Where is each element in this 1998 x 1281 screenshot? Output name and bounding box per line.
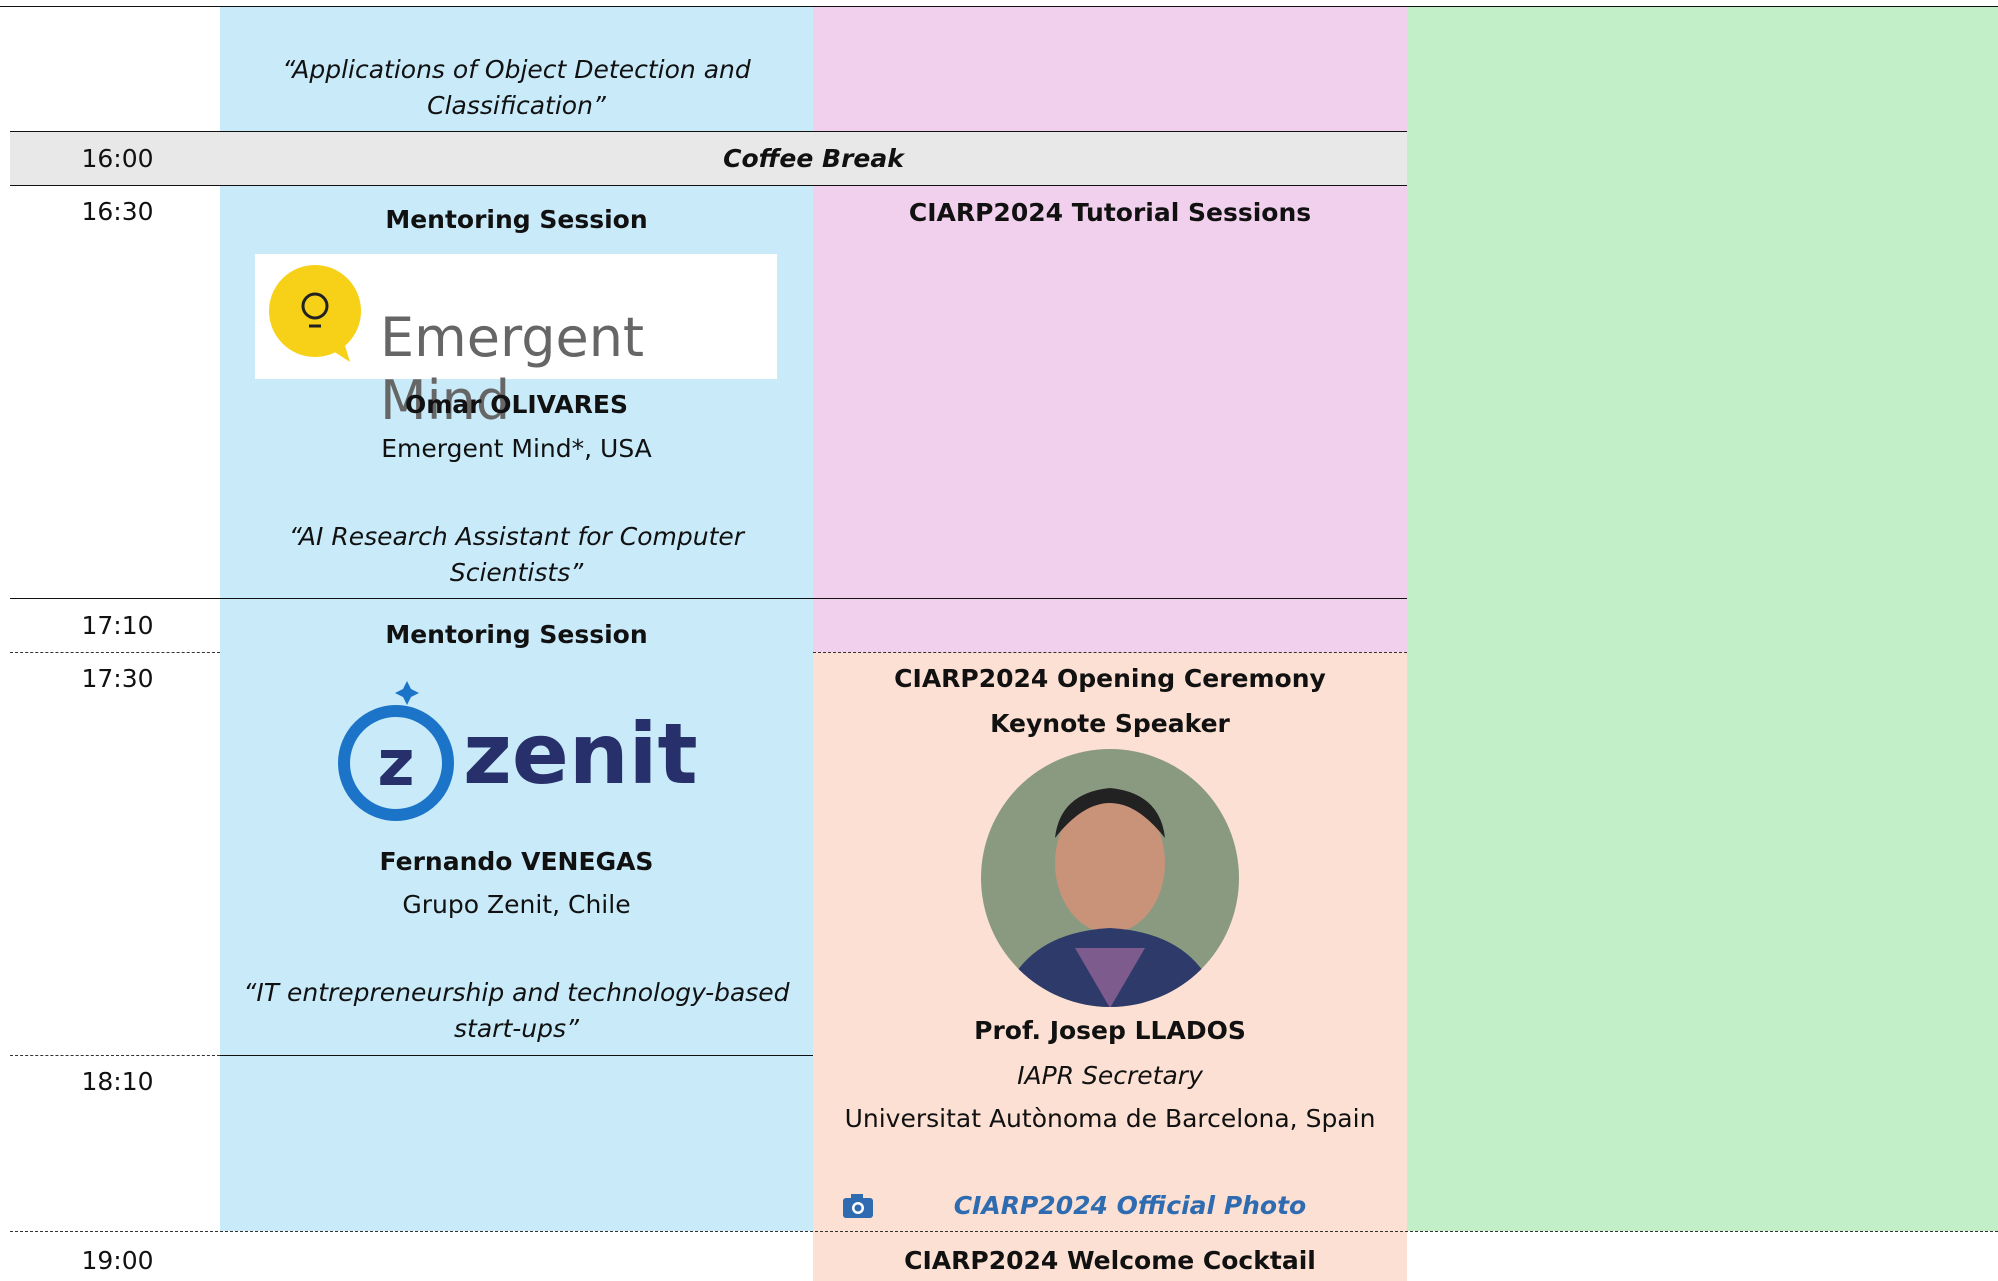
- rule: [0, 6, 1998, 7]
- speaker: Fernando VENEGAS: [379, 847, 654, 876]
- track-c-bg: [1407, 6, 1998, 1231]
- rule: [220, 1055, 813, 1056]
- speaker-photo: [981, 749, 1239, 1007]
- logo: Emergent Mind: [255, 254, 777, 432]
- logo-icon: z: [338, 681, 454, 821]
- role: IAPR Secretary: [1017, 1061, 1203, 1090]
- rule: [10, 598, 1407, 599]
- talk-title: “IT entrepreneurship and technology-base…: [243, 978, 790, 1043]
- session-heading: Mentoring Session: [385, 205, 648, 234]
- logo: z zenit: [338, 673, 698, 826]
- logo-icon: [269, 265, 361, 362]
- rule: [10, 185, 1407, 186]
- logo-text: Emergent Mind: [380, 306, 645, 432]
- time: 17:10: [81, 611, 154, 640]
- rule: [10, 1231, 1998, 1232]
- speaker: Omar OLIVARES: [404, 390, 629, 419]
- time: 16:30: [81, 197, 154, 226]
- session-heading: CIARP2024 Tutorial Sessions: [908, 198, 1312, 227]
- speaker: Prof. Josep LLADOS: [974, 1016, 1246, 1045]
- session-heading: CIARP2024 Opening Ceremony: [894, 664, 1326, 693]
- svg-text:z: z: [377, 727, 414, 801]
- rule: [813, 652, 1407, 653]
- photo-link[interactable]: CIARP2024 Official Photo: [953, 1191, 1307, 1220]
- logo-text: zenit: [463, 705, 698, 803]
- rule: [10, 1055, 220, 1056]
- track-a-bg: [220, 6, 813, 1231]
- affiliation: Universitat Autònoma de Barcelona, Spain: [844, 1104, 1376, 1133]
- time: 19:00: [81, 1246, 154, 1275]
- rule: [10, 131, 1407, 132]
- track-b-bg: [813, 6, 1407, 652]
- session-heading: Mentoring Session: [385, 620, 648, 649]
- camera-icon: [843, 1194, 873, 1218]
- talk-title: “Applications of Object Detection and Cl…: [282, 55, 751, 120]
- time: 18:10: [81, 1067, 154, 1096]
- talk-title: “AI Research Assistant for Computer Scie…: [288, 522, 745, 587]
- rule: [10, 652, 220, 653]
- session-heading: CIARP2024 Welcome Cocktail: [904, 1246, 1316, 1275]
- affiliation: Grupo Zenit, Chile: [402, 890, 631, 919]
- keynote-label: Keynote Speaker: [990, 709, 1230, 738]
- time: 16:00: [81, 144, 154, 173]
- coffee-break: Coffee Break: [723, 144, 904, 173]
- coffee-row: [10, 131, 1407, 185]
- affiliation: Emergent Mind*, USA: [381, 434, 652, 463]
- time: 17:30: [81, 664, 154, 693]
